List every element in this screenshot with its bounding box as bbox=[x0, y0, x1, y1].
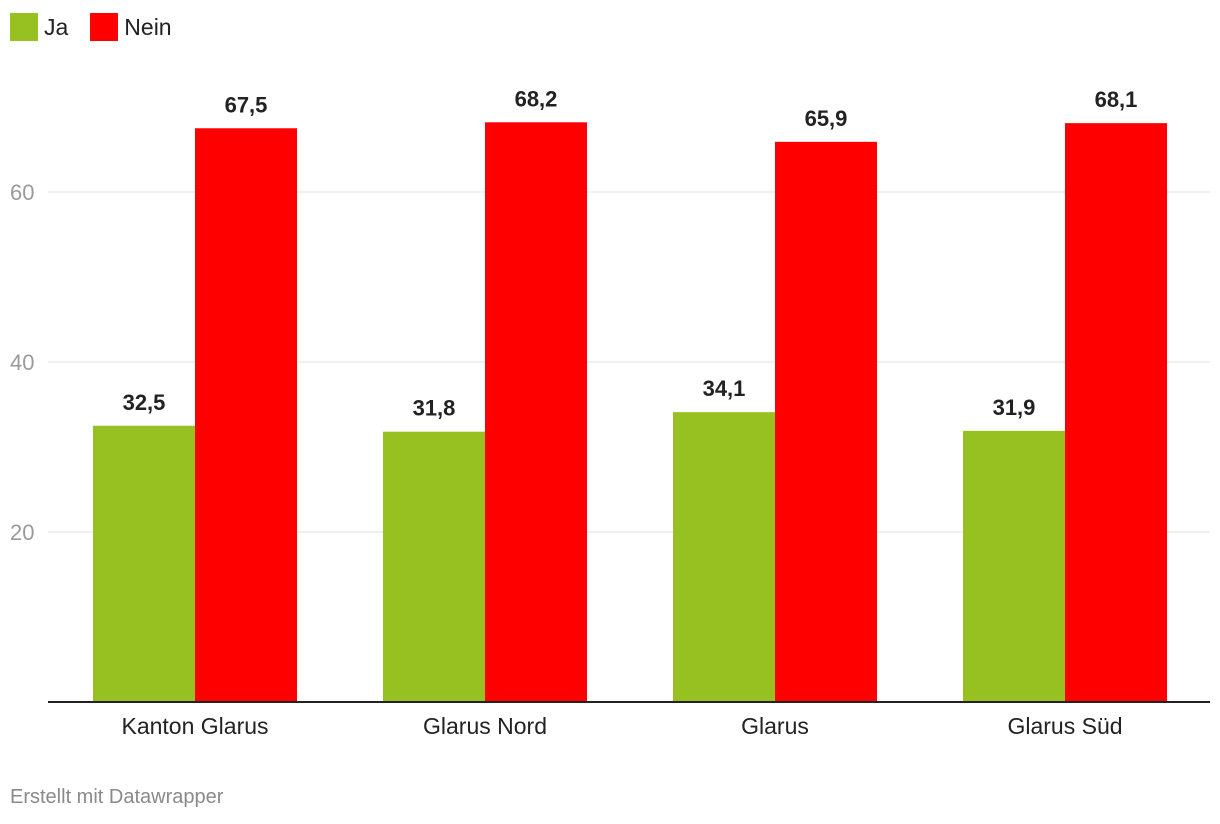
bar-ja-1 bbox=[383, 431, 485, 702]
data-label-ja-2: 34,1 bbox=[703, 376, 746, 401]
bar-ja-3 bbox=[963, 430, 1065, 702]
legend-label-ja: Ja bbox=[44, 13, 69, 40]
x-tick-label-3: Glarus Süd bbox=[1007, 713, 1122, 739]
legend: Ja Nein bbox=[10, 12, 194, 42]
legend-label-nein: Nein bbox=[124, 13, 172, 40]
y-tick-label-40: 40 bbox=[10, 350, 34, 375]
data-label-nein-0: 67,5 bbox=[225, 92, 268, 117]
x-tick-label-0: Kanton Glarus bbox=[121, 713, 268, 739]
footer-credit: Erstellt mit Datawrapper bbox=[10, 786, 224, 808]
bar-nein-2 bbox=[775, 141, 877, 703]
legend-item-nein: Nein bbox=[90, 13, 172, 41]
bar-chart: 20 40 60 32,5 67,5 Kanton Glarus 31,8 68,2 Glaru… bbox=[10, 86, 1210, 739]
y-tick-label-60: 60 bbox=[10, 180, 34, 205]
bar-ja-2 bbox=[673, 412, 775, 702]
y-tick-label-20: 20 bbox=[10, 520, 34, 545]
data-label-nein-2: 65,9 bbox=[805, 106, 848, 131]
data-label-ja-1: 31,8 bbox=[413, 396, 456, 421]
bar-nein-1 bbox=[485, 122, 587, 703]
data-label-ja-3: 31,9 bbox=[993, 395, 1036, 420]
bar-nein-3 bbox=[1065, 123, 1167, 702]
x-tick-label-1: Glarus Nord bbox=[423, 713, 547, 739]
data-label-nein-3: 68,1 bbox=[1095, 87, 1138, 112]
legend-swatch-ja bbox=[10, 13, 38, 41]
x-tick-label-2: Glarus bbox=[741, 713, 809, 739]
data-label-nein-1: 68,2 bbox=[515, 86, 558, 111]
legend-swatch-nein bbox=[90, 13, 119, 41]
legend-item-ja: Ja bbox=[10, 13, 68, 41]
data-label-ja-0: 32,5 bbox=[123, 390, 166, 415]
bar-nein-0 bbox=[195, 128, 297, 702]
bar-ja-0 bbox=[93, 425, 195, 702]
